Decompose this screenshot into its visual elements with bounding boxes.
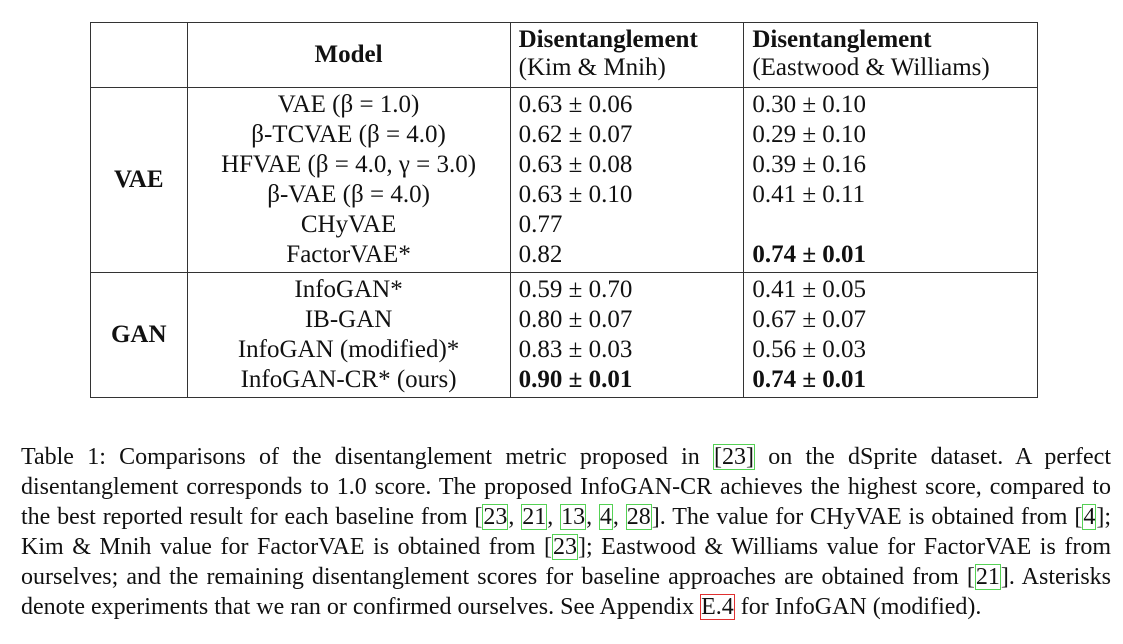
table-header-row: Model Disentanglement (Kim & Mnih) Disen… xyxy=(90,22,1038,88)
citation-link[interactable]: 23 xyxy=(551,534,578,560)
results-table: Model Disentanglement (Kim & Mnih) Disen… xyxy=(90,22,1038,398)
citation-link[interactable]: 4 xyxy=(598,504,613,530)
table-cell-km: 0.80 ± 0.07 xyxy=(518,306,633,333)
header-kim-mnih-title: Disentanglement xyxy=(518,26,698,53)
table-caption: Table 1: Comparisons of the disentanglem… xyxy=(21,442,1111,622)
citation-link[interactable]: 23 xyxy=(482,504,509,530)
header-kim-mnih-sub: (Kim & Mnih) xyxy=(518,54,666,81)
table-cell-km: 0.59 ± 0.70 xyxy=(518,276,633,303)
table-cell-ew: 0.29 ± 0.10 xyxy=(752,121,867,148)
header-group-cell xyxy=(90,22,188,88)
appendix-link[interactable]: E.4 xyxy=(700,594,735,620)
header-eastwood-williams-sub: (Eastwood & Williams) xyxy=(752,54,990,81)
table-cell-model: InfoGAN* xyxy=(294,276,403,303)
caption-text: Table 1: Comparisons of the disentanglem… xyxy=(21,444,713,470)
group-label-vae: VAE xyxy=(90,87,188,273)
table-cell-ew: 0.30 ± 0.10 xyxy=(752,91,867,118)
table-cell-model: CHyVAE xyxy=(300,211,397,238)
table-cell-model: InfoGAN-CR* (ours) xyxy=(240,366,457,393)
table-cell-km-best: 0.90 ± 0.01 xyxy=(518,366,633,393)
citation-link[interactable]: 13 xyxy=(560,504,587,530)
table-cell-ew: 0.41 ± 0.05 xyxy=(752,276,867,303)
table-group-vae: VAE VAE (β = 1.0) β-TCVAE (β = 4.0) HFVA… xyxy=(90,87,1038,273)
caption-text: for InfoGAN (modified). xyxy=(734,594,982,620)
model-column-gan: InfoGAN* IB-GAN InfoGAN (modified)* Info… xyxy=(186,272,511,398)
model-column-vae: VAE (β = 1.0) β-TCVAE (β = 4.0) HFVAE (β… xyxy=(186,87,511,273)
caption-separator: , xyxy=(547,504,561,530)
table-cell-km: 0.62 ± 0.07 xyxy=(518,121,633,148)
table-cell-model: β-VAE (β = 4.0) xyxy=(267,181,430,208)
table-cell-km: 0.82 xyxy=(518,241,563,268)
caption-text: on the dSprite dataset. A perfect disent… xyxy=(21,444,1111,530)
table-cell-km: 0.63 ± 0.06 xyxy=(518,91,633,118)
ew-column-vae: 0.30 ± 0.10 0.29 ± 0.10 0.39 ± 0.16 0.41… xyxy=(743,87,1038,273)
table-cell-ew: 0.41 ± 0.11 xyxy=(752,181,866,208)
table-cell-model: β-TCVAE (β = 4.0) xyxy=(251,121,446,148)
km-column-vae: 0.63 ± 0.06 0.62 ± 0.07 0.63 ± 0.08 0.63… xyxy=(509,87,745,273)
citation-link[interactable]: 21 xyxy=(521,504,548,530)
table-cell-model: HFVAE (β = 4.0, γ = 3.0) xyxy=(221,151,477,178)
caption-text: ]; Eastwood & Williams value for FactorV… xyxy=(21,534,1111,590)
citation-link[interactable]: [23] xyxy=(713,444,755,470)
caption-separator: , xyxy=(612,504,626,530)
ew-column-gan: 0.41 ± 0.05 0.67 ± 0.07 0.56 ± 0.03 0.74… xyxy=(743,272,1038,398)
group-label-gan: GAN xyxy=(90,272,188,398)
table-cell-model: VAE (β = 1.0) xyxy=(277,91,420,118)
table-cell-model: FactorVAE* xyxy=(286,241,411,268)
header-eastwood-williams-title: Disentanglement xyxy=(752,26,932,53)
table-cell-ew: 0.39 ± 0.16 xyxy=(752,151,867,178)
caption-text: ]. The value for CHyVAE is obtained from… xyxy=(651,504,1083,530)
header-kim-mnih: Disentanglement (Kim & Mnih) xyxy=(509,22,745,88)
caption-text: ]. Asterisks denote experiments that we … xyxy=(21,564,1111,620)
table-cell-km: 0.63 ± 0.08 xyxy=(518,151,633,178)
table-cell-km: 0.77 xyxy=(518,211,563,238)
km-column-gan: 0.59 ± 0.70 0.80 ± 0.07 0.83 ± 0.03 0.90… xyxy=(509,272,745,398)
table-cell-km: 0.83 ± 0.03 xyxy=(518,336,633,363)
table-cell-ew: 0.56 ± 0.03 xyxy=(752,336,867,363)
table-cell-model: IB-GAN xyxy=(304,306,393,333)
caption-separator: , xyxy=(508,504,522,530)
table-group-gan: GAN InfoGAN* IB-GAN InfoGAN (modified)* … xyxy=(90,272,1038,398)
citation-link[interactable]: 21 xyxy=(974,564,1001,590)
table-cell-ew: 0.67 ± 0.07 xyxy=(752,306,867,333)
table-cell-model: InfoGAN (modified)* xyxy=(237,336,460,363)
table-cell-ew xyxy=(752,210,1029,240)
caption-separator: , xyxy=(586,504,599,530)
citation-link[interactable]: 28 xyxy=(625,504,652,530)
citation-link[interactable]: 4 xyxy=(1082,504,1097,530)
header-model: Model xyxy=(186,22,511,88)
caption-text: ]; Kim & Mnih value for FactorVAE is obt… xyxy=(21,504,1112,560)
table-cell-ew-best: 0.74 ± 0.01 xyxy=(752,241,867,268)
header-eastwood-williams: Disentanglement (Eastwood & Williams) xyxy=(743,22,1038,88)
table-cell-ew-best: 0.74 ± 0.01 xyxy=(752,366,867,393)
table-cell-km: 0.63 ± 0.10 xyxy=(518,181,633,208)
